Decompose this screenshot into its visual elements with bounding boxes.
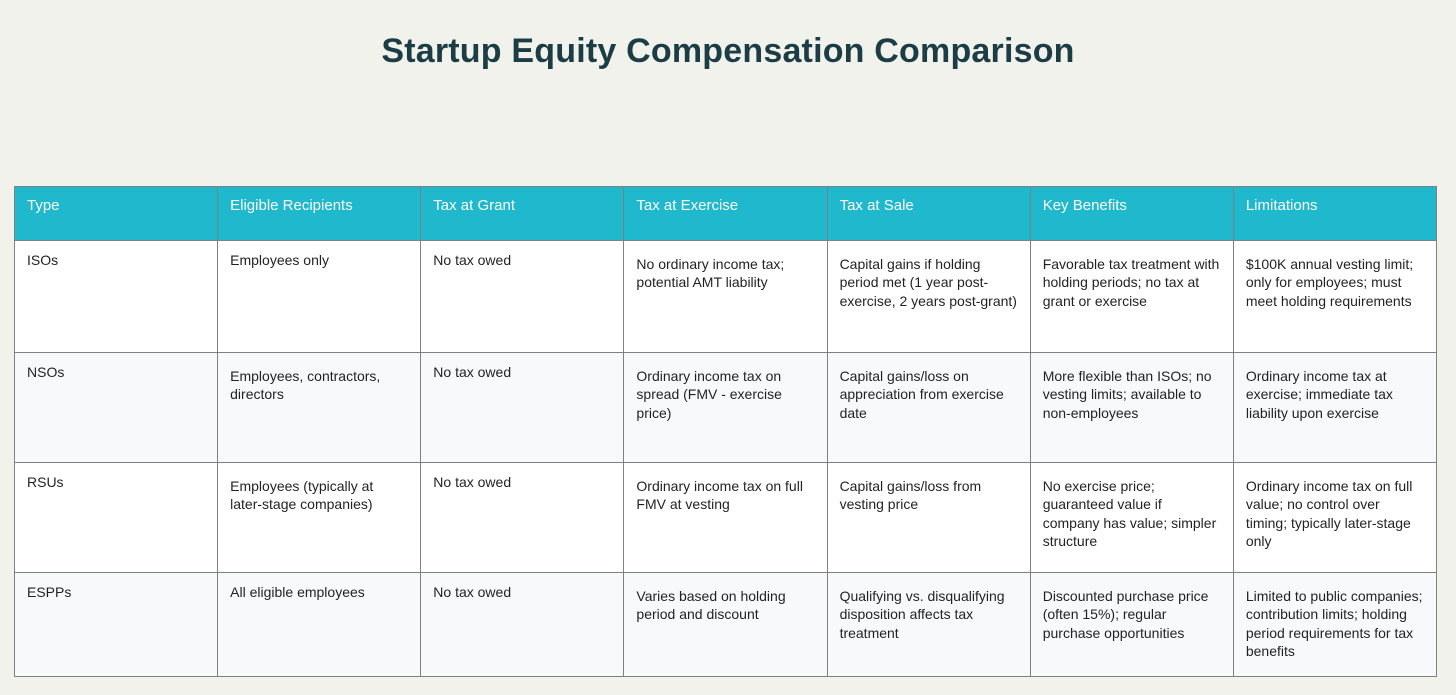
cell-rsus-key-benefits: No exercise price; guaranteed value if c… xyxy=(1029,462,1234,573)
cell-nsos-tax-at-grant: No tax owed xyxy=(420,352,625,463)
comparison-table-container: Type Eligible Recipients Tax at Grant Ta… xyxy=(13,186,1438,677)
cell-espps-tax-at-exercise: Varies based on holding period and disco… xyxy=(623,572,828,677)
cell-espps-key-benefits: Discounted purchase price (often 15%); r… xyxy=(1029,572,1234,677)
cell-isos-limitations: $100K annual vesting limit; only for emp… xyxy=(1232,240,1438,353)
table-row-nsos: NSOs Employees, contractors, directors N… xyxy=(13,352,1438,463)
cell-isos-eligible-recipients: Employees only xyxy=(217,240,422,353)
cell-rsus-eligible-recipients: Employees (typically at later-stage comp… xyxy=(217,462,422,573)
cell-isos-tax-at-grant: No tax owed xyxy=(420,240,625,353)
cell-rsus-tax-at-sale: Capital gains/loss from vesting price xyxy=(826,462,1031,573)
cell-rsus-limitations: Ordinary income tax on full value; no co… xyxy=(1232,462,1438,573)
equity-comparison-table: Type Eligible Recipients Tax at Grant Ta… xyxy=(13,186,1438,677)
column-header-tax-at-exercise: Tax at Exercise xyxy=(623,186,828,241)
cell-espps-limitations: Limited to public companies; contributio… xyxy=(1232,572,1438,677)
cell-nsos-limitations: Ordinary income tax at exercise; immedia… xyxy=(1232,352,1438,463)
table-row-espps: ESPPs All eligible employees No tax owed… xyxy=(13,572,1438,677)
cell-nsos-type: NSOs xyxy=(13,352,219,463)
page-title: Startup Equity Compensation Comparison xyxy=(381,32,1075,70)
cell-isos-key-benefits: Favorable tax treatment with holding per… xyxy=(1029,240,1234,353)
cell-rsus-tax-at-grant: No tax owed xyxy=(420,462,625,573)
table-row-isos: ISOs Employees only No tax owed No ordin… xyxy=(13,240,1438,353)
cell-nsos-key-benefits: More flexible than ISOs; no vesting limi… xyxy=(1029,352,1234,463)
column-header-key-benefits: Key Benefits xyxy=(1029,186,1234,241)
column-header-limitations: Limitations xyxy=(1232,186,1438,241)
header-row: Type Eligible Recipients Tax at Grant Ta… xyxy=(13,186,1438,241)
column-header-type: Type xyxy=(13,186,219,241)
cell-espps-tax-at-grant: No tax owed xyxy=(420,572,625,677)
cell-espps-tax-at-sale: Qualifying vs. disqualifying disposition… xyxy=(826,572,1031,677)
table-header: Type Eligible Recipients Tax at Grant Ta… xyxy=(13,186,1438,241)
column-header-tax-at-grant: Tax at Grant xyxy=(420,186,625,241)
cell-espps-eligible-recipients: All eligible employees xyxy=(217,572,422,677)
table-row-rsus: RSUs Employees (typically at later-stage… xyxy=(13,462,1438,573)
column-header-tax-at-sale: Tax at Sale xyxy=(826,186,1031,241)
column-header-eligible-recipients: Eligible Recipients xyxy=(217,186,422,241)
cell-nsos-tax-at-exercise: Ordinary income tax on spread (FMV - exe… xyxy=(623,352,828,463)
cell-espps-type: ESPPs xyxy=(13,572,219,677)
table-body: ISOs Employees only No tax owed No ordin… xyxy=(13,240,1438,677)
cell-isos-tax-at-exercise: No ordinary income tax; potential AMT li… xyxy=(623,240,828,353)
cell-rsus-tax-at-exercise: Ordinary income tax on full FMV at vesti… xyxy=(623,462,828,573)
cell-nsos-tax-at-sale: Capital gains/loss on appreciation from … xyxy=(826,352,1031,463)
cell-isos-tax-at-sale: Capital gains if holding period met (1 y… xyxy=(826,240,1031,353)
cell-nsos-eligible-recipients: Employees, contractors, directors xyxy=(217,352,422,463)
cell-rsus-type: RSUs xyxy=(13,462,219,573)
cell-isos-type: ISOs xyxy=(13,240,219,353)
